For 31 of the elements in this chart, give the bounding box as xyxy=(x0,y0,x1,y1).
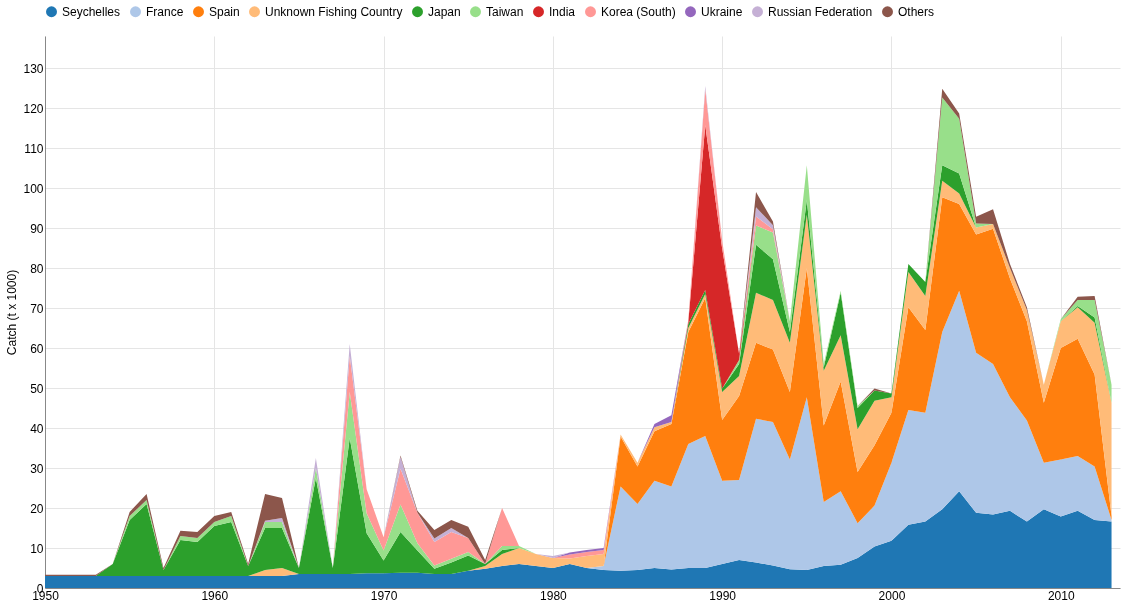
y-tick-label: 80 xyxy=(30,261,44,276)
y-tick-label: 90 xyxy=(30,221,44,236)
y-tick-label: 10 xyxy=(30,541,44,556)
x-tick-label: 2000 xyxy=(878,588,906,603)
legend-label: France xyxy=(146,4,184,19)
legend-label: Ukraine xyxy=(701,4,743,19)
x-tick-label: 1990 xyxy=(709,588,737,603)
legend-label: Korea (South) xyxy=(601,4,676,19)
y-axis-title: Catch (t x 1000) xyxy=(5,269,20,356)
y-tick-label: 100 xyxy=(23,181,44,196)
y-tick-label: 20 xyxy=(30,501,44,516)
legend-label: Japan xyxy=(428,4,461,19)
legend-label: Others xyxy=(898,4,935,19)
x-tick-label: 1960 xyxy=(201,588,229,603)
y-tick-label: 110 xyxy=(24,141,44,156)
legend-label: Russian Federation xyxy=(768,4,873,19)
legend-label: Seychelles xyxy=(62,4,121,19)
x-tick-label: 1970 xyxy=(370,588,398,603)
legend-label: Unknown Fishing Country xyxy=(265,4,403,19)
y-tick-label: 130 xyxy=(23,61,44,76)
legend-label: Spain xyxy=(209,4,240,19)
legend-label: India xyxy=(549,4,576,19)
x-tick-label: 1980 xyxy=(540,588,568,603)
y-tick-label: 50 xyxy=(30,381,44,396)
x-tick-label: 2010 xyxy=(1047,588,1075,603)
y-tick-label: 70 xyxy=(30,301,44,316)
legend-label: Taiwan xyxy=(486,4,524,19)
y-tick-label: 40 xyxy=(30,421,44,436)
y-tick-label: 120 xyxy=(23,101,44,116)
y-tick-label: 60 xyxy=(30,341,44,356)
y-tick-label: 30 xyxy=(30,461,44,476)
